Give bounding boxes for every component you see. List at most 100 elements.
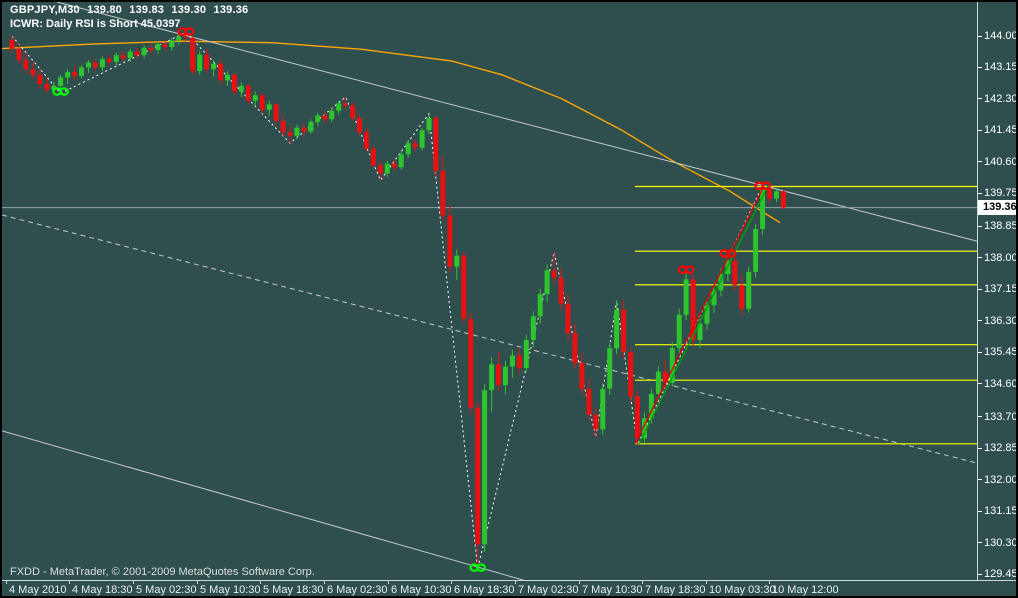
- time-axis-tick: [133, 581, 134, 584]
- bull-candle-body: [697, 323, 703, 340]
- bull-candle-body: [760, 189, 766, 229]
- bear-candle-body: [9, 39, 15, 49]
- bear-candle-body: [245, 85, 251, 101]
- bull-candle-body: [86, 62, 91, 68]
- red-signal-marker: [184, 27, 195, 36]
- bear-candle-body: [391, 163, 397, 168]
- time-axis-tick: [388, 581, 389, 584]
- bear-candle-body: [30, 69, 36, 75]
- chart-header: GBPJPY,M30 139.80 139.83 139.30 139.36 I…: [10, 4, 252, 30]
- bear-candle-body: [190, 37, 196, 72]
- bear-candle-body: [635, 396, 640, 439]
- bull-candle-body: [169, 40, 175, 48]
- bear-candle-body: [377, 165, 383, 174]
- bull-candle-body: [600, 388, 606, 430]
- time-axis-tick: [769, 581, 770, 584]
- price-axis[interactable]: 139.36 144.00 143.15 142.30 141.45 140.60 139…: [977, 2, 1018, 580]
- time-axis-label: 4 May 2010: [9, 584, 67, 596]
- ohlc-close: 139.36: [213, 4, 249, 16]
- channel-trendline-1: [2, 430, 525, 580]
- bull-candle-body: [718, 274, 724, 291]
- red-signal-marker: [684, 265, 695, 275]
- time-axis-label: 6 May 10:30: [391, 584, 452, 596]
- price-axis-tick: [978, 416, 982, 417]
- bull-candle-body: [502, 366, 508, 386]
- bear-candle-body: [370, 148, 376, 166]
- bull-candle-body: [489, 364, 495, 391]
- symbol-label: GBPJPY,M30: [10, 4, 80, 16]
- bear-candle-body: [273, 104, 279, 121]
- bear-candle-body: [781, 191, 786, 208]
- bull-candle-body: [676, 314, 682, 349]
- bear-candle-body: [412, 143, 418, 148]
- bull-candle-body: [614, 309, 620, 349]
- price-axis-tick: [978, 226, 982, 227]
- bull-candle-body: [211, 63, 217, 70]
- bull-candle-body: [141, 47, 147, 56]
- price-axis-tick: [978, 352, 982, 353]
- bear-candle-body: [204, 54, 210, 70]
- bull-candle-body: [315, 115, 321, 122]
- bull-candle-body: [683, 279, 689, 315]
- price-axis-label: 135.45: [984, 346, 1018, 358]
- bear-candle-body: [461, 255, 467, 319]
- bull-candle-body: [197, 54, 203, 72]
- price-axis-label: 129.45: [984, 568, 1018, 580]
- bull-candle-body: [155, 44, 161, 50]
- price-axis-tick: [978, 511, 982, 512]
- time-axis-tick: [197, 581, 198, 584]
- bear-candle-body: [433, 118, 439, 171]
- bull-candle-body: [482, 390, 488, 545]
- price-axis-tick: [978, 130, 982, 131]
- bull-candle-body: [753, 229, 759, 272]
- current-price-box: 139.36: [978, 200, 1016, 215]
- bear-candle-body: [148, 47, 154, 50]
- price-axis-tick: [978, 36, 982, 37]
- bear-candle-body: [579, 362, 585, 389]
- time-axis-label: 5 May 10:30: [200, 584, 261, 596]
- ohlc-high: 139.83: [129, 4, 165, 16]
- price-axis-tick: [978, 383, 982, 384]
- price-axis-tick: [978, 542, 982, 543]
- impulse-trendline-1: [638, 185, 769, 445]
- bear-candle-body: [44, 84, 50, 90]
- candlestick-chart[interactable]: [2, 2, 977, 580]
- time-axis[interactable]: 4 May 2010 4 May 18:30 5 May 02:30 5 May 10…: [2, 580, 1016, 596]
- bear-candle-body: [739, 285, 745, 309]
- bull-candle-body: [509, 355, 515, 367]
- bull-candle-body: [607, 348, 613, 389]
- price-axis-tick: [978, 193, 982, 194]
- price-axis-label: 132.00: [984, 474, 1018, 486]
- time-axis-tick: [69, 581, 70, 584]
- bear-candle-body: [551, 270, 557, 278]
- bull-candle-body: [252, 95, 258, 101]
- bull-candle-body: [113, 55, 119, 62]
- price-axis-label: 144.00: [984, 30, 1018, 42]
- time-axis-label: 6 May 02:30: [327, 584, 388, 596]
- time-axis-tick: [642, 581, 643, 584]
- green-signal-marker: [476, 563, 487, 573]
- bear-candle-body: [363, 132, 369, 149]
- time-axis-label: 10 May 03:30: [709, 584, 776, 596]
- bear-candle-body: [468, 318, 474, 408]
- bear-candle-body: [565, 303, 571, 334]
- time-axis-label: 6 May 18:30: [454, 584, 515, 596]
- bear-candle-body: [732, 260, 738, 286]
- time-axis-tick: [324, 581, 325, 584]
- bear-candle-body: [322, 115, 328, 120]
- bull-candle-body: [544, 270, 550, 295]
- chart-plot-area[interactable]: GBPJPY,M30 139.80 139.83 139.30 139.36 I…: [2, 2, 977, 580]
- bear-candle-body: [586, 388, 592, 415]
- bear-candle-body: [343, 103, 349, 106]
- time-axis-label: 7 May 10:30: [582, 584, 643, 596]
- bear-candle-body: [92, 62, 98, 68]
- bull-candle-body: [523, 339, 529, 368]
- time-axis-label: 7 May 18:30: [645, 584, 706, 596]
- bear-candle-body: [357, 118, 362, 133]
- bear-candle-body: [72, 72, 78, 76]
- time-axis-tick: [706, 581, 707, 584]
- bull-candle-body: [642, 418, 647, 439]
- bear-candle-body: [287, 132, 293, 136]
- bull-candle-body: [176, 36, 182, 41]
- bear-candle-body: [231, 74, 237, 92]
